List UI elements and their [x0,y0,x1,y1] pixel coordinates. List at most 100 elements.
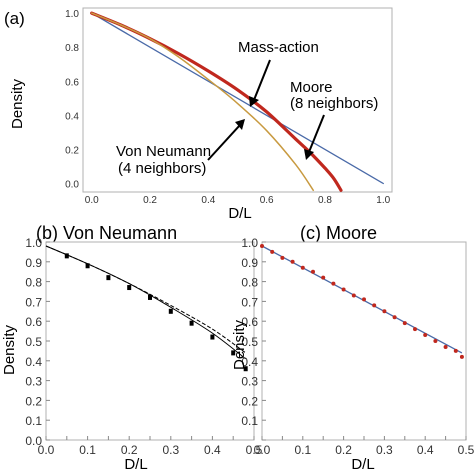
panel-b-y-tick-label: 0.8 [25,276,42,290]
panel-b: (b) Von Neumann 0.0 0.1 0.2 0.3 0.4 0.5 0.00.… [1,223,263,473]
panel-c-x-tick-label: 0.5 [458,443,474,457]
panel-c-data-point [362,297,366,302]
panel-c-data-point [372,303,377,308]
panel-b-x-tick-label: 0.1 [79,443,96,457]
panel-b-y-tick-label: 0.2 [25,394,42,408]
panel-c-x-tick-label: 0.0 [254,443,271,457]
panel-c-x-tick-label: 0.4 [417,443,434,457]
panel-a-y-tick-label: 0.6 [65,77,79,88]
panel-c-x-tick-label: 0.2 [335,443,352,457]
panel-c-points [260,243,464,359]
panel-a-von-neumann-line [90,12,315,192]
panel-a-y-ticks: 0.0 0.2 0.4 0.6 0.8 1.0 [65,9,79,190]
panel-c-data-point [453,348,458,353]
panel-c-data-point [459,354,464,359]
panel-b-y-tick-label: 0.0 [25,434,42,448]
panel-b-y-tick-label: 0.9 [25,256,42,270]
panel-a-mass-action-line [91,12,384,185]
panel-b-ylabel: Density [1,324,18,375]
von-neumann-arrowhead [235,119,245,130]
panel-a-x-tick-label: 0.4 [201,195,215,206]
panel-b-dashed-line [45,245,246,354]
von-neumann-label-line1: Von Neumann [116,143,211,160]
panel-a-label: (a) [4,9,25,28]
panel-c-data-point [300,265,305,270]
panel-b-data-point [231,350,236,356]
panel-a-y-tick-label: 0.4 [65,111,79,122]
panel-a-x-tick-label: 0.0 [85,195,99,206]
panel-a-ylabel: Density [9,78,26,129]
panel-b-data-point [64,253,69,259]
panel-c-y-tick-label: 0.7 [241,295,258,309]
panel-c-y-tick-label: 0.4 [241,355,258,369]
panel-c-y-tick-label: 0.1 [241,414,258,428]
panel-b-data-point [127,285,132,291]
panel-c-data-point [341,287,346,292]
panel-c-x-ticks: 0.0 0.1 0.2 0.3 0.4 0.5 [254,436,474,457]
panel-a-y-tick-label: 0.2 [65,145,79,156]
panel-c-y-tick-label: 0.9 [241,256,258,270]
panel-b-y-tick-label: 1.0 [25,236,42,250]
panel-c-data-point [382,309,387,314]
panel-c-data-point [433,339,438,343]
von-neumann-arrow [207,124,241,161]
panel-b-y-tick-label: 0.5 [25,335,42,349]
panel-c-data-point [443,344,448,349]
panel-b-x-tick-label: 0.0 [38,443,55,457]
panel-c-y-tick-label: 0.5 [241,335,258,349]
panel-b-x-ticks: 0.0 0.1 0.2 0.3 0.4 0.5 [38,436,263,457]
panel-b-y-tick-label: 0.1 [25,414,42,428]
panel-c-label: (c) Moore [300,223,377,243]
panel-c-ylabel: Density [231,319,248,370]
panel-a-x-tick-label: 0.6 [260,195,274,206]
moore-arrow [308,114,325,153]
panel-b-xlabel: D/L [124,456,147,473]
mass-action-label: Mass-action [238,39,319,56]
panel-c-x-tick-label: 0.3 [376,443,393,457]
panel-c-y-tick-label: 0.8 [241,276,258,290]
panel-c-x-tick-label: 0.1 [294,443,311,457]
panel-c-lines [261,245,463,354]
panel-c-data-point [321,275,326,280]
panel-a-x-tick-label: 0.8 [318,195,332,206]
panel-c-y-tick-label: 0.3 [241,375,258,389]
panel-b-x-tick-label: 0.5 [246,443,263,457]
von-neumann-label-line2: (4 neighbors) [118,160,206,177]
panel-b-data-point [85,263,90,269]
panel-c: (c) Moore 0.0 0.1 0.2 0.3 0.4 0.5 0.10.20.30.… [231,223,474,473]
panel-c-data-point [331,281,336,286]
panel-c-data-point [413,327,417,332]
panel-c-data-point [402,321,407,326]
panel-c-y-tick-label: 0.2 [241,394,258,408]
panel-c-data-point [351,293,356,298]
panel-c-data-point [290,259,295,264]
panel-c-y-tick-label: 0.6 [241,315,258,329]
mass-action-arrow [253,59,271,101]
panel-c-xlabel: D/L [351,456,374,473]
panel-a-y-tick-label: 0.0 [65,179,79,190]
panel-a-x-ticks: 0.0 0.2 0.4 0.6 0.8 1.0 [85,195,391,206]
panel-b-x-tick-label: 0.3 [162,443,179,457]
moore-label-line2: (8 neighbors) [290,95,378,112]
panel-c-data-point [260,243,264,248]
panel-a-x-tick-label: 0.2 [143,195,157,206]
panel-b-x-tick-label: 0.2 [121,443,138,457]
panel-c-data-point [270,249,275,254]
panel-b-x-tick-label: 0.4 [204,443,221,457]
panel-b-data-point [168,308,173,314]
panel-b-y-tick-label: 0.7 [25,295,42,309]
panel-b-y-tick-label: 0.6 [25,315,42,329]
panel-c-fit-line [261,245,463,354]
panel-b-data-point [243,366,248,372]
panel-a-x-tick-label: 1.0 [376,195,390,206]
panel-b-data-point [106,275,111,281]
panel-a: (a) 0.0 0.2 0.4 0.6 0.8 1.0 0.0 0.2 0.4 0.6 0.8 1.… [4,7,393,222]
moore-label-line1: Moore [290,79,333,96]
panel-b-plot-frame [45,241,255,441]
panel-c-y-ticks: 0.1 0.2 0.3 0.4 0.5 0.6 0.7 0.8 0.9 1.0 [241,236,266,441]
panel-a-xlabel: D/L [228,205,251,222]
mass-action-arrowhead [249,96,259,107]
panel-a-y-tick-label: 0.8 [65,43,79,54]
panel-b-label: (b) Von Neumann [36,223,177,243]
